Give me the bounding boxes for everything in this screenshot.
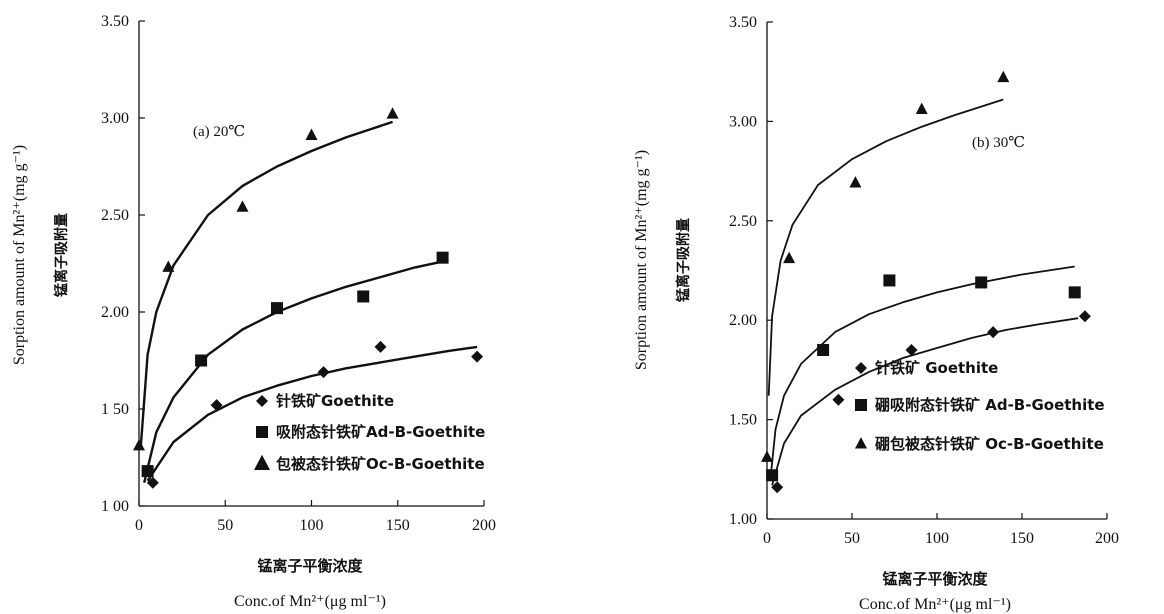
panel-b-x-tick-label: 0 (763, 530, 771, 547)
panel-b-legend-marker-square (855, 399, 867, 411)
panel-b-legend-label: 硼吸附态针铁矿 Ad-B-Goethite (875, 396, 1105, 414)
panel-b-y-tick-label: 2.00 (729, 312, 757, 329)
panel-b-y-tick-label: 1.50 (729, 412, 757, 429)
panel-b-point-triangle (761, 450, 773, 462)
panel-a-xlabel-cn: 锰离子平衡浓度 (257, 557, 363, 575)
panel-b-point-diamond (905, 344, 918, 357)
panel-b-point-square (766, 469, 779, 482)
panel-a-x-tick-label: 50 (217, 517, 233, 534)
panel-a-point-triangle (386, 107, 399, 119)
panel-a-point-triangle (305, 128, 318, 140)
panel-a-point-square (271, 302, 283, 315)
panel-a-ticks: 1 00 1 50 2.00 2.50 3.00 3.50 0 50 100 150 200 (101, 13, 496, 534)
panel-a-label: (a) 20℃ (193, 124, 245, 140)
panel-a-legend-label: 吸附态针铁矿Ad-B-Goethite (276, 423, 485, 441)
panel-a-point-square (357, 290, 370, 303)
panel-b-xlabel-en: Conc.of Mn²⁺(μg ml⁻¹) (859, 596, 1011, 613)
panel-a-point-diamond (210, 399, 223, 412)
panel-b-point-square (883, 274, 896, 287)
panel-b-y-tick-label: 1.00 (729, 511, 757, 528)
panel-a-point-square (141, 465, 154, 478)
panel-a-point-diamond (471, 350, 484, 363)
panel-a-points (133, 107, 484, 489)
panel-a-legend-label: 包被态针铁矿Oc-B-Goethite (276, 455, 485, 473)
panel-b-point-diamond (1078, 310, 1091, 323)
panel-a-ylabel-cn: 锰离子吸附量 (53, 213, 70, 297)
panel-a-y-tick-label: 3.50 (101, 13, 129, 30)
panel-b-fit-curves (767, 98, 1079, 486)
panel-b-x-tick-label: 50 (844, 530, 860, 547)
panel-b-label: (b) 30℃ (972, 135, 1025, 151)
panel-a-fit-curve-triangle (139, 120, 393, 448)
panel-a-xlabel-en: Conc.of Mn²⁺(μg ml⁻¹) (234, 593, 386, 610)
panel-b-x-tick-label: 200 (1095, 530, 1119, 547)
panel-b-point-triangle (783, 251, 796, 264)
panel-b-point-square (975, 276, 988, 289)
panel-a-point-diamond (317, 366, 330, 379)
panel-a-fit-curve-square (143, 260, 443, 483)
panel-b-point-triangle (997, 70, 1010, 83)
panel-a-point-triangle (236, 200, 249, 212)
panel-b-xlabel-cn: 锰离子平衡浓度 (882, 570, 988, 588)
panel-a-x-tick-label: 100 (300, 517, 324, 534)
panel-b-legend-marker-triangle (855, 437, 867, 449)
panel-a-fit-curve-diamond (146, 345, 478, 482)
panel-a-x-tick-label: 200 (472, 517, 496, 534)
panel-a-point-square (436, 251, 449, 264)
panel-a-legend-marker-triangle (254, 454, 270, 470)
panel-a: 1 00 1 50 2.00 2.50 3.00 3.50 0 50 100 150 200 (a)… (11, 13, 496, 610)
panel-a-legend-marker-square (256, 426, 268, 438)
panel-a-ylabel-en: Sorption amount of Mn²⁺(mg g⁻¹) (11, 145, 28, 365)
panel-a-y-tick-label: 1 00 (101, 498, 129, 515)
panel-a-point-triangle (133, 438, 145, 451)
panel-b-fit-curve-diamond (771, 317, 1079, 486)
panel-b-point-diamond (771, 481, 784, 494)
panel-b-point-diamond (832, 393, 845, 406)
panel-a-legend-marker-diamond (256, 395, 268, 407)
panel-b-ylabel-cn: 锰离子吸附量 (675, 218, 692, 302)
panel-b-ticks: 1.00 1.50 2.00 2.50 3.00 3.50 0 50 100 150 200 (729, 14, 1119, 547)
panel-a-y-tick-label: 3.00 (101, 110, 129, 127)
panel-a-x-tick-label: 150 (386, 517, 410, 534)
panel-b-points (761, 70, 1091, 494)
panel-b-x-tick-label: 100 (925, 530, 949, 547)
panel-a-point-square (195, 354, 208, 367)
panel-b-y-tick-label: 3.00 (729, 113, 757, 130)
panel-b-point-triangle (915, 102, 928, 114)
panel-a-point-diamond (374, 340, 387, 353)
panel-b-point-square (1068, 286, 1081, 299)
panel-b-fit-curve-square (769, 265, 1075, 480)
panel-a-legend-label: 针铁矿Goethite (276, 392, 394, 410)
panel-b-point-triangle (849, 176, 862, 188)
panel-b-y-tick-label: 3.50 (729, 14, 757, 31)
panel-b-x-tick-label: 150 (1010, 530, 1034, 547)
panel-a-legend: 针铁矿Goethite 吸附态针铁矿Ad-B-Goethite 包被态针铁矿Oc-B… (254, 392, 485, 473)
panel-b-legend-label: 硼包被态针铁矿 Oc-B-Goethite (875, 435, 1104, 453)
panel-b-fit-curve-triangle (767, 98, 1004, 396)
panel-a-y-tick-label: 1 50 (101, 401, 129, 418)
panel-a-y-tick-label: 2.50 (101, 207, 129, 224)
panel-a-point-triangle (162, 260, 175, 272)
panel-b: 1.00 1.50 2.00 2.50 3.00 3.50 0 50 100 150 200 (b)… (633, 14, 1119, 613)
panel-a-point-diamond (146, 476, 159, 489)
panel-a-y-tick-label: 2.00 (101, 304, 129, 321)
panel-b-legend-marker-diamond (855, 362, 867, 374)
panel-b-legend: 针铁矿 Goethite 硼吸附态针铁矿 Ad-B-Goethite 硼包被态针铁矿… (855, 359, 1105, 453)
panel-b-y-tick-label: 2.50 (729, 213, 757, 230)
panel-a-x-tick-label: 0 (135, 517, 143, 534)
panel-b-point-diamond (987, 326, 1000, 339)
panel-b-point-square (817, 344, 830, 357)
panel-b-ylabel-en: Sorption amount of Mn²⁺(mg g⁻¹) (633, 150, 650, 370)
panel-b-legend-label: 针铁矿 Goethite (875, 359, 998, 377)
